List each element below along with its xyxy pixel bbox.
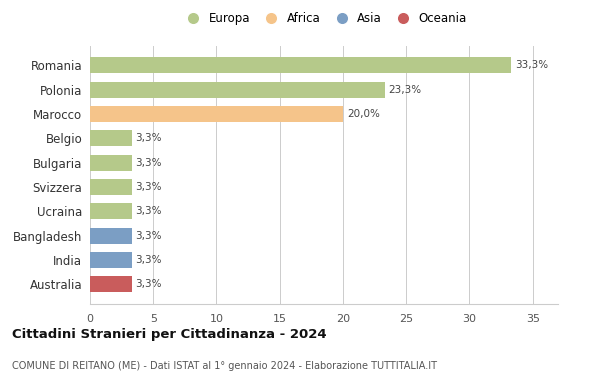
Text: 20,0%: 20,0% [347,109,380,119]
Bar [90,155,132,171]
Text: Cittadini Stranieri per Cittadinanza - 2024: Cittadini Stranieri per Cittadinanza - 2… [12,328,326,341]
Text: 23,3%: 23,3% [389,85,422,95]
Text: 3,3%: 3,3% [136,255,162,265]
Bar [90,252,132,268]
Bar [90,57,511,73]
Bar [90,82,385,98]
Text: 33,3%: 33,3% [515,60,548,70]
Bar [90,203,132,219]
Text: 3,3%: 3,3% [136,182,162,192]
Bar [90,179,132,195]
Text: 3,3%: 3,3% [136,206,162,216]
Bar [90,106,343,122]
Text: 3,3%: 3,3% [136,158,162,168]
Text: 3,3%: 3,3% [136,133,162,143]
Text: COMUNE DI REITANO (ME) - Dati ISTAT al 1° gennaio 2024 - Elaborazione TUTTITALIA: COMUNE DI REITANO (ME) - Dati ISTAT al 1… [12,361,437,370]
Bar [90,130,132,146]
Text: 3,3%: 3,3% [136,279,162,289]
Legend: Europa, Africa, Asia, Oceania: Europa, Africa, Asia, Oceania [176,7,472,29]
Bar [90,228,132,244]
Text: 3,3%: 3,3% [136,231,162,241]
Bar [90,276,132,292]
